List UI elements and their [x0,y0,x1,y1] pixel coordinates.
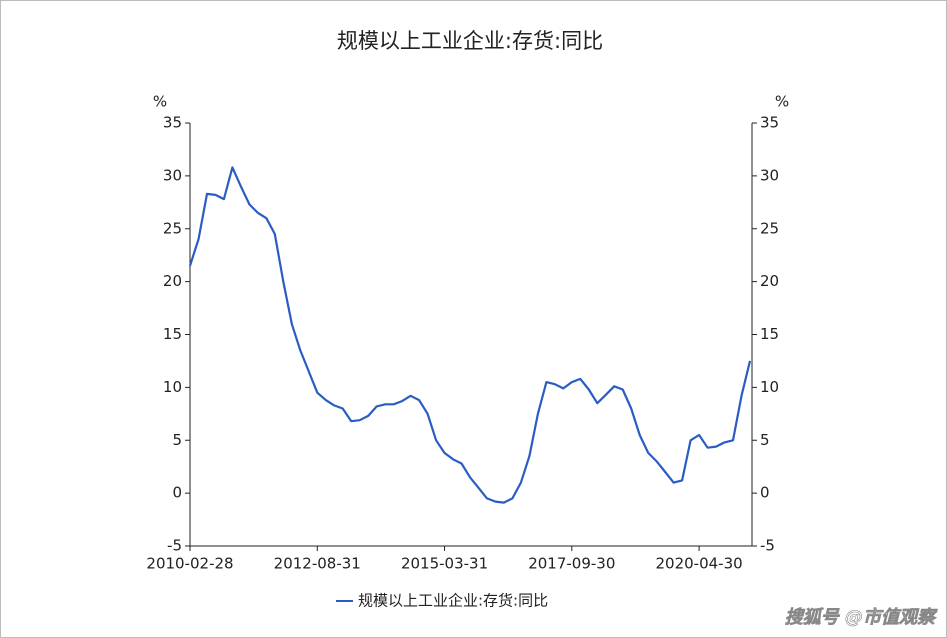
y-axis-label: % [153,93,167,111]
y2-tick-label: 5 [760,431,770,449]
y-tick-label: 25 [163,219,182,237]
y2-tick-label: 10 [760,378,779,396]
y-tick-label: 5 [172,431,182,449]
x-tick-label: 2017-09-30 [528,555,615,573]
y2-tick-label: 0 [760,484,770,502]
y2-tick-label: 20 [760,272,779,290]
y-tick-label: 35 [163,114,182,132]
x-tick-label: 2020-04-30 [655,555,742,573]
y2-tick-label: 15 [760,325,779,343]
chart-title: 规模以上工业企业:存货:同比 [337,29,603,53]
y2-tick-label: 30 [760,166,779,184]
y-tick-label: 20 [163,272,182,290]
line [188,166,752,504]
y2-axis-label: % [775,93,789,111]
y-tick-label: 15 [163,325,182,343]
y-tick-label: 0 [172,484,182,502]
y-tick-label: -5 [167,537,182,555]
y2-tick-label: -5 [760,537,775,555]
legend-label: 规模以上工业企业:存货:同比 [358,592,548,610]
x-tick-label: 2015-03-31 [401,555,488,573]
watermark: 搜狐号 @市值观察 [785,607,938,628]
x-tick-label: 2010-02-28 [146,555,233,573]
y2-tick-label: 35 [760,114,779,132]
y2-tick-label: 25 [760,219,779,237]
y-tick-label: 30 [163,166,182,184]
y-tick-label: 10 [163,378,182,396]
x-tick-label: 2012-08-31 [274,555,361,573]
